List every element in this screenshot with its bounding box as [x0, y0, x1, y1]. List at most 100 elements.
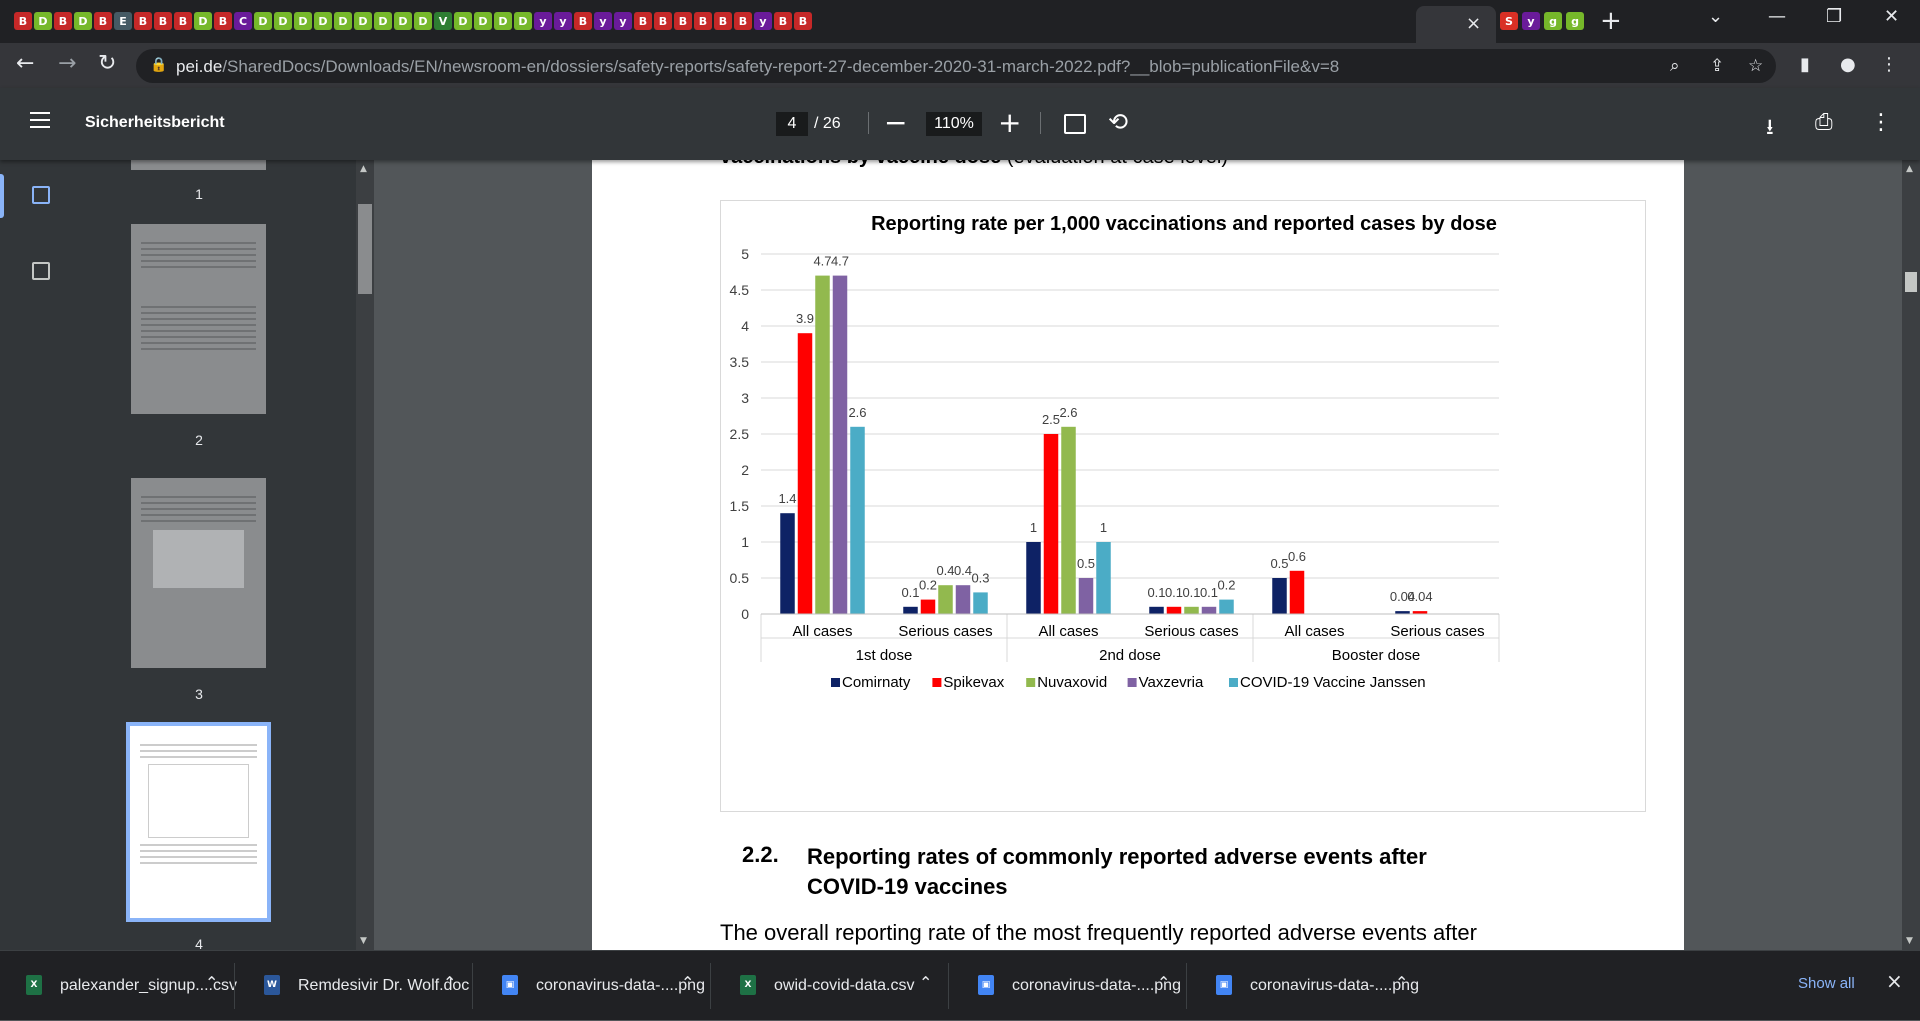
tab-favicon-icon[interactable]: D: [414, 12, 432, 30]
tab-favicon-icon[interactable]: B: [714, 12, 732, 30]
tab-favicon-icon[interactable]: y: [554, 12, 572, 30]
download-options-icon[interactable]: ⌃: [919, 973, 933, 992]
tab-favicon-icon[interactable]: B: [94, 12, 112, 30]
bookmark-star-icon[interactable]: ☆: [1748, 56, 1764, 76]
new-tab-button[interactable]: +: [1600, 6, 1622, 36]
tab-favicon-icon[interactable]: D: [254, 12, 272, 30]
tab-favicon-icon[interactable]: D: [474, 12, 492, 30]
download-icon[interactable]: ⭳: [1766, 115, 1774, 140]
forward-icon[interactable]: →: [58, 51, 77, 76]
tab-favicon-icon[interactable]: B: [214, 12, 232, 30]
chrome-menu-icon[interactable]: ⋮: [1880, 54, 1898, 75]
download-item[interactable]: ▣ coronavirus-data-....png ⌃: [476, 951, 766, 1021]
tab-favicon-icon[interactable]: D: [514, 12, 532, 30]
lock-icon[interactable]: 🔒: [150, 57, 168, 73]
download-options-icon[interactable]: ⌃: [205, 973, 219, 992]
scroll-up-icon[interactable]: ▲: [1906, 164, 1913, 174]
tab-favicon-icon[interactable]: B: [794, 12, 812, 30]
tab-favicon-icon[interactable]: B: [54, 12, 72, 30]
tab-favicon-icon[interactable]: B: [574, 12, 592, 30]
tab-favicon-icon[interactable]: D: [374, 12, 392, 30]
zoom-in-icon[interactable]: +: [998, 106, 1022, 139]
profile-icon[interactable]: ●: [1840, 54, 1856, 75]
active-tab[interactable]: ×: [1416, 6, 1496, 43]
download-item[interactable]: W Remdesivir Dr. Wolf.doc ⌃: [238, 951, 528, 1021]
thumbnail-scrollbar[interactable]: ▲ ▼: [356, 160, 374, 950]
outline-icon[interactable]: [32, 262, 50, 280]
tab-favicon-icon[interactable]: B: [634, 12, 652, 30]
tab-favicon-icon[interactable]: y: [754, 12, 772, 30]
close-downloads-icon[interactable]: ×: [1886, 969, 1903, 993]
tab-favicon-icon[interactable]: D: [274, 12, 292, 30]
show-all-button[interactable]: Show all: [1798, 975, 1855, 992]
tab-favicon-icon[interactable]: y: [614, 12, 632, 30]
page-scrollbar[interactable]: ▲ ▼: [1902, 160, 1920, 950]
page-thumbnail-1[interactable]: [131, 160, 266, 170]
tab-search-icon[interactable]: ⌄: [1708, 6, 1724, 27]
tab-favicon-icon[interactable]: D: [194, 12, 212, 30]
tab-favicon-icon[interactable]: B: [174, 12, 192, 30]
minimize-icon[interactable]: —: [1768, 6, 1786, 27]
download-options-icon[interactable]: ⌃: [1395, 973, 1409, 992]
zoom-out-icon[interactable]: −: [884, 106, 908, 139]
tab-favicon-icon[interactable]: D: [74, 12, 92, 30]
side-panel-icon[interactable]: ▮: [1800, 54, 1810, 75]
tab-favicon-icon[interactable]: B: [154, 12, 172, 30]
download-item[interactable]: ▣ coronavirus-data-....png ⌃: [952, 951, 1242, 1021]
download-options-icon[interactable]: ⌃: [681, 973, 695, 992]
tab-favicon-icon[interactable]: S: [1500, 12, 1518, 30]
tab-favicon-icon[interactable]: D: [314, 12, 332, 30]
tab-favicon-icon[interactable]: D: [494, 12, 512, 30]
tab-favicon-icon[interactable]: y: [594, 12, 612, 30]
tab-favicon-icon[interactable]: B: [694, 12, 712, 30]
menu-icon[interactable]: [30, 112, 50, 128]
tab-favicon-icon[interactable]: V: [434, 12, 452, 30]
download-options-icon[interactable]: ⌃: [443, 973, 457, 992]
tab-favicon-icon[interactable]: D: [354, 12, 372, 30]
tab-favicon-icon[interactable]: D: [294, 12, 312, 30]
print-icon[interactable]: ⎙: [1815, 110, 1833, 135]
tab-favicon-icon[interactable]: g: [1544, 12, 1562, 30]
back-icon[interactable]: ←: [16, 51, 35, 76]
zoom-level-input[interactable]: 110%: [926, 112, 982, 136]
scroll-down-icon[interactable]: ▼: [1906, 936, 1913, 946]
scroll-down-icon[interactable]: ▼: [360, 936, 367, 946]
url-text[interactable]: pei.de/SharedDocs/Downloads/EN/newsroom-…: [176, 57, 1339, 77]
restore-icon[interactable]: ❐: [1826, 6, 1843, 27]
more-actions-icon[interactable]: ⋮: [1870, 110, 1892, 135]
tab-favicon-icon[interactable]: B: [774, 12, 792, 30]
tab-favicon-icon[interactable]: B: [734, 12, 752, 30]
tab-favicon-icon[interactable]: g: [1566, 12, 1584, 30]
page-thumbnail-4[interactable]: [126, 722, 271, 922]
tab-favicon-icon[interactable]: D: [394, 12, 412, 30]
scroll-thumb[interactable]: [358, 204, 372, 294]
tab-favicon-icon[interactable]: E: [114, 12, 132, 30]
tab-favicon-icon[interactable]: B: [14, 12, 32, 30]
tab-favicon-icon[interactable]: D: [454, 12, 472, 30]
tab-favicon-icon[interactable]: D: [34, 12, 52, 30]
address-bar[interactable]: 🔒 pei.de/SharedDocs/Downloads/EN/newsroo…: [136, 49, 1776, 83]
tab-favicon-icon[interactable]: y: [534, 12, 552, 30]
close-tab-icon[interactable]: ×: [1466, 13, 1482, 34]
tab-favicon-icon[interactable]: C: [234, 12, 252, 30]
scroll-up-icon[interactable]: ▲: [360, 164, 367, 174]
page-thumbnail-3[interactable]: [131, 478, 266, 668]
tab-favicon-icon[interactable]: D: [334, 12, 352, 30]
reload-icon[interactable]: ↻: [98, 51, 117, 76]
share-icon[interactable]: ⇪: [1710, 56, 1725, 76]
page-number-input[interactable]: 4: [776, 112, 808, 136]
fit-page-icon[interactable]: [1064, 114, 1086, 134]
tab-favicon-icon[interactable]: B: [674, 12, 692, 30]
page-thumbnail-2[interactable]: [131, 224, 266, 414]
close-window-icon[interactable]: ✕: [1884, 6, 1900, 27]
zoom-icon[interactable]: ⌕: [1670, 56, 1680, 76]
thumbnails-icon[interactable]: [32, 186, 50, 204]
tab-favicon-icon[interactable]: B: [654, 12, 672, 30]
download-item[interactable]: ▣ coronavirus-data-....png ⌃: [1190, 951, 1480, 1021]
tab-favicon-icon[interactable]: B: [134, 12, 152, 30]
scroll-thumb[interactable]: [1905, 272, 1917, 292]
rotate-icon[interactable]: ⟲: [1108, 108, 1129, 136]
tab-favicon-icon[interactable]: y: [1522, 12, 1540, 30]
